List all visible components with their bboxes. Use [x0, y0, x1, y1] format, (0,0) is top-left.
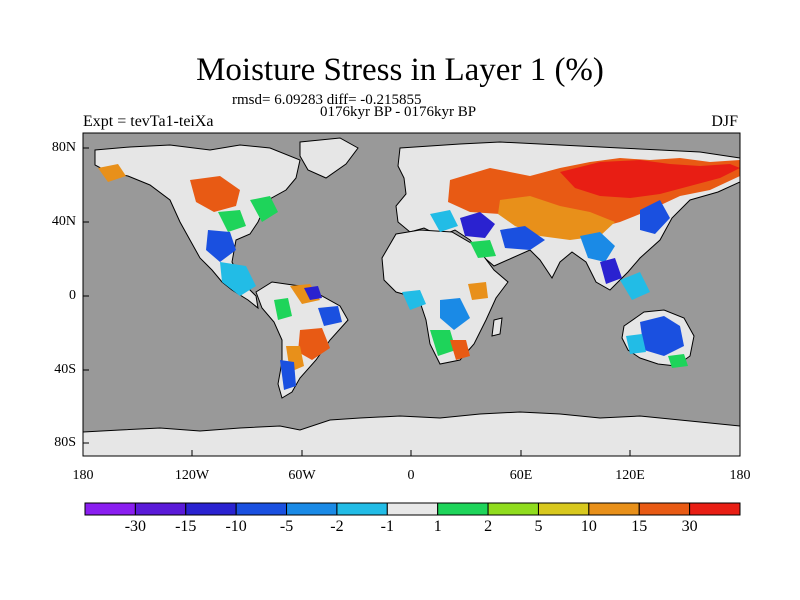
x-tick-label: 60W: [288, 468, 316, 483]
axis-ticks: [82, 147, 741, 456]
x-tick-label: 120E: [615, 468, 645, 483]
colorbar-label: 15: [631, 518, 648, 535]
colorbar-swatch: [235, 502, 288, 516]
moisture-stress-patches: [98, 158, 740, 390]
x-tick-label: 60E: [509, 468, 533, 483]
y-tick-label: 80N: [51, 140, 76, 155]
colorbar-swatch: [84, 502, 136, 516]
colorbar-swatch: [286, 502, 338, 516]
colorbar-swatch: [386, 502, 439, 516]
colorbar-label: -1: [380, 518, 394, 535]
colorbar-swatch: [336, 502, 388, 516]
greenland-land: [299, 137, 359, 179]
period-text: 0176kyr BP - 0176kyr BP: [320, 104, 477, 120]
colorbar-swatch: [134, 502, 187, 516]
season-label: DJF: [711, 113, 738, 130]
colorbar-swatch: [437, 502, 489, 516]
colorbar-label: -15: [175, 518, 197, 535]
colorbar-label: 10: [580, 518, 597, 535]
stats-text: rmsd= 6.09283 diff= -0.215855: [232, 92, 422, 108]
colorbar-swatch: [689, 502, 741, 516]
colorbar-label: 30: [681, 518, 698, 535]
x-tick-label: 180: [729, 468, 751, 483]
x-tick-label: 0: [407, 468, 415, 483]
colorbar-label: -5: [279, 518, 294, 535]
colorbar-swatch: [588, 502, 640, 516]
y-tick-label: 40N: [51, 214, 76, 229]
y-tick-label: 40S: [54, 362, 76, 377]
colorbar-label: -2: [330, 518, 344, 535]
colorbar-label: 2: [484, 518, 493, 535]
experiment-label: Expt = tevTa1-teiXa: [83, 113, 214, 130]
colorbar-label: -30: [124, 518, 147, 535]
x-tick-label: 180: [72, 468, 94, 483]
colorbar-label: 1: [433, 518, 442, 535]
madagascar-land: [491, 317, 503, 337]
y-tick-label: 80S: [54, 435, 76, 450]
colorbar-label: 5: [534, 518, 543, 535]
colorbar-swatch: [487, 502, 539, 516]
colorbar-swatch: [638, 502, 691, 516]
antarctica-land: [83, 411, 740, 456]
x-tick-label: 120W: [174, 468, 210, 483]
colorbar-swatch: [185, 502, 237, 516]
y-tick-label: 0: [69, 288, 76, 303]
colorbar-swatch: [537, 502, 590, 516]
colorbar-label: -10: [225, 518, 247, 535]
map-title: Moisture Stress in Layer 1 (%): [196, 52, 604, 88]
